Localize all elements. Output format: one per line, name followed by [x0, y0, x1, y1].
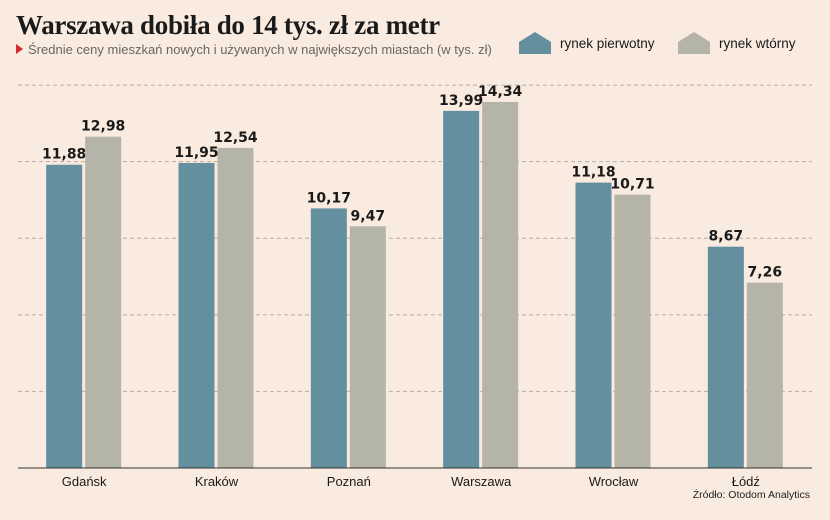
x-tick-label: Kraków: [195, 474, 239, 489]
bar: [349, 226, 386, 468]
data-label: 11,88: [42, 147, 86, 163]
bar: [217, 147, 254, 468]
bar: [746, 282, 783, 468]
x-tick-label: Łódź: [732, 474, 760, 489]
bar: [482, 101, 519, 468]
house-icon: [678, 32, 710, 54]
house-icon: [519, 32, 551, 54]
bar: [575, 182, 612, 468]
x-tick-label: Wrocław: [589, 474, 639, 489]
data-label: 13,99: [439, 93, 483, 109]
bar: [178, 162, 215, 469]
subtitle-text: Średnie ceny mieszkań nowych i używanych…: [28, 42, 492, 57]
bar: [614, 194, 651, 468]
bar: [707, 246, 744, 468]
data-label: 10,17: [307, 190, 351, 206]
data-label: 10,71: [610, 177, 654, 193]
legend-label-secondary: rynek wtórny: [719, 35, 796, 51]
data-label: 8,67: [709, 229, 744, 245]
bar: [46, 164, 83, 468]
legend-item-primary: rynek pierwotny: [519, 32, 655, 54]
bar: [443, 110, 480, 468]
data-label: 12,54: [213, 130, 258, 146]
data-label: 12,98: [81, 119, 125, 135]
x-tick-label: Warszawa: [451, 474, 512, 489]
data-label: 11,95: [174, 145, 218, 161]
data-label: 7,26: [748, 265, 783, 281]
chart-title: Warszawa dobiła do 14 tys. zł za metr: [16, 10, 440, 40]
bar: [85, 136, 122, 468]
source-note: Źródło: Otodom Analytics: [692, 489, 810, 501]
data-label: 11,18: [571, 165, 615, 181]
red-triangle-icon: [16, 44, 23, 54]
data-label: 14,34: [478, 84, 523, 100]
chart-subtitle: Średnie ceny mieszkań nowych i używanych…: [16, 42, 492, 57]
legend-label-primary: rynek pierwotny: [560, 35, 655, 51]
legend-item-secondary: rynek wtórny: [678, 32, 796, 54]
data-label: 9,47: [351, 208, 386, 224]
x-tick-label: Gdańsk: [62, 474, 107, 489]
x-tick-label: Poznań: [327, 474, 371, 489]
bar: [310, 208, 347, 468]
